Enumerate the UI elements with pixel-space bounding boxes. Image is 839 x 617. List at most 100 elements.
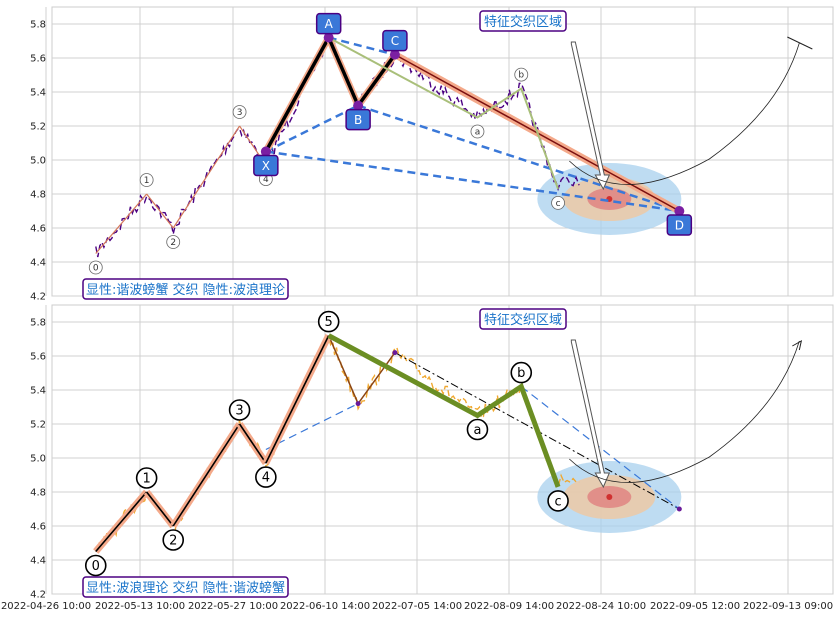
bottom-panel: 4.2 4.4 4.6 4.8 5.0 5.2 5.4 5.6 5.8 0 1 2 3 4 5 a b c 特征交织… — [30, 304, 834, 601]
y-tick-label: 5.2 — [30, 420, 46, 431]
wave-leg — [238, 423, 267, 464]
wave-label-c: c — [547, 490, 569, 512]
y-tick-label: 5.0 — [30, 156, 46, 167]
harmonic-leg — [327, 36, 360, 107]
wave-label-circle — [317, 310, 340, 333]
x-tick-label: 2022-08-09 14:00 — [464, 601, 554, 612]
wave-label-0: 0 — [88, 260, 103, 275]
pattern-label: 显性:谐波螃蟹 交织 隐性:波浪理论 — [82, 278, 289, 300]
wave-label-2: 2 — [162, 529, 185, 551]
harmonic-label-box — [253, 154, 279, 177]
y-tick-label: 4.2 — [30, 292, 46, 303]
wave-leg — [95, 193, 148, 254]
harmonic-label-B: B — [345, 108, 371, 131]
wave-label-a: a — [470, 124, 485, 139]
y-tick-label: 4.4 — [30, 258, 46, 269]
wave-label-circle — [228, 399, 251, 421]
wave-label-circle — [135, 467, 158, 489]
projection-cap — [787, 36, 813, 50]
zone-label-text: 特征交织区域 — [484, 312, 562, 328]
y-tick-label: 4.2 — [30, 590, 46, 601]
wave-label-circle — [466, 418, 489, 441]
harmonic-bd-line — [520, 386, 680, 510]
harmonic-xb-line — [265, 403, 359, 451]
wave-label-text: 0 — [93, 264, 99, 274]
wave-label-text: 4 — [262, 471, 270, 486]
x-tick-label: 2022-07-05 14:00 — [372, 601, 462, 612]
wave-label-circle — [232, 105, 247, 119]
harmonic-xb-line — [265, 104, 359, 153]
wave-label-circle — [88, 260, 103, 275]
wave-label-text: c — [556, 199, 561, 209]
harmonic-label-D: D — [666, 214, 693, 236]
wave-label-b: b — [510, 361, 533, 384]
y-tick-label: 5.8 — [30, 318, 46, 329]
harmonic-point-dot — [392, 350, 398, 356]
wave-abc-line — [327, 333, 561, 488]
wave-label-5: 5 — [317, 310, 340, 333]
wave-label-text: a — [473, 423, 481, 438]
harmonic-label-text: B — [354, 113, 362, 127]
wave-label-1: 1 — [135, 467, 158, 489]
y-tick-label: 5.6 — [30, 352, 46, 363]
wave-label-circle — [510, 361, 533, 384]
wave-label-circle — [166, 235, 181, 249]
zone-label: 特征交织区域 — [479, 308, 567, 330]
pattern-label-text: 显性:谐波螃蟹 交织 隐性:波浪理论 — [86, 282, 285, 298]
x-tick-label: 2022-09-13 09:00 — [743, 601, 833, 612]
harmonic-ac-line — [328, 36, 396, 56]
harmonic-label-text: A — [325, 17, 334, 31]
harmonic-point-dot — [323, 32, 334, 43]
harmonic-label-box — [666, 214, 693, 236]
x-tick-label: 2022-04-26 10:00 — [1, 601, 91, 612]
wave-leg — [172, 125, 241, 229]
wave-label-1: 1 — [139, 173, 154, 187]
wave-leg — [95, 491, 148, 553]
pattern-label-box — [82, 278, 289, 300]
wave-label-circle — [547, 490, 569, 512]
y-tick-label: 5.2 — [30, 122, 46, 133]
pattern-label: 显性:波浪理论 交织 隐性:谐波螃蟹 — [82, 576, 289, 598]
wave-label-circle — [470, 124, 485, 139]
x-axis: 2022-04-26 10:00 2022-05-13 10:00 2022-05-… — [1, 601, 833, 612]
pattern-label-box — [82, 576, 289, 598]
wave-label-text: 1 — [143, 472, 151, 487]
wave-label-circle — [255, 466, 277, 488]
y-tick-label: 5.8 — [30, 20, 46, 31]
x-tick-label: 2022-08-24 10:00 — [556, 601, 646, 612]
pattern-label-text: 显性:波浪理论 交织 隐性:谐波螃蟹 — [86, 580, 285, 596]
y-tick-label: 4.8 — [30, 488, 46, 499]
harmonic-label-X: X — [253, 154, 279, 177]
wave-label-0: 0 — [84, 554, 107, 577]
wave-label-text: c — [554, 494, 561, 509]
harmonic-label-box — [345, 108, 371, 131]
harmonic-label-text: X — [262, 159, 270, 173]
zone-label-box — [479, 308, 567, 330]
wave-label-3: 3 — [232, 105, 247, 119]
y-tick-label: 4.6 — [30, 522, 46, 533]
wave-label-text: 0 — [92, 559, 100, 574]
wave-label-3: 3 — [228, 399, 251, 421]
wave-label-circle — [514, 67, 529, 82]
zone-label-box — [479, 10, 567, 32]
x-tick-label: 2022-09-05 12:00 — [650, 601, 740, 612]
target-arrow — [570, 41, 611, 191]
harmonic-leg — [264, 36, 331, 153]
wave-label-b: b — [514, 67, 529, 82]
wave-label-circle — [139, 173, 154, 187]
x-tick-label: 2022-06-10 14:00 — [280, 601, 370, 612]
y-tick-label: 5.6 — [30, 54, 46, 65]
harmonic-point-dot — [355, 401, 361, 407]
harmonic-bc-leg — [357, 352, 396, 405]
harmonic-label-C: C — [382, 29, 408, 52]
y-tick-label: 5.0 — [30, 454, 46, 465]
wave-label-circle — [162, 529, 185, 551]
target-point — [606, 494, 613, 500]
wave-label-text: 4 — [263, 175, 269, 185]
harmonic-label-text: D — [675, 219, 684, 233]
target-arrow — [570, 339, 611, 489]
top-panel: 4.2 4.4 4.6 4.8 5.0 5.2 5.4 5.6 5.8 0 1 2 3 4 a b c X A B C D… — [30, 6, 834, 303]
harmonic-label-text: C — [391, 34, 399, 48]
wave-leg — [146, 193, 174, 229]
